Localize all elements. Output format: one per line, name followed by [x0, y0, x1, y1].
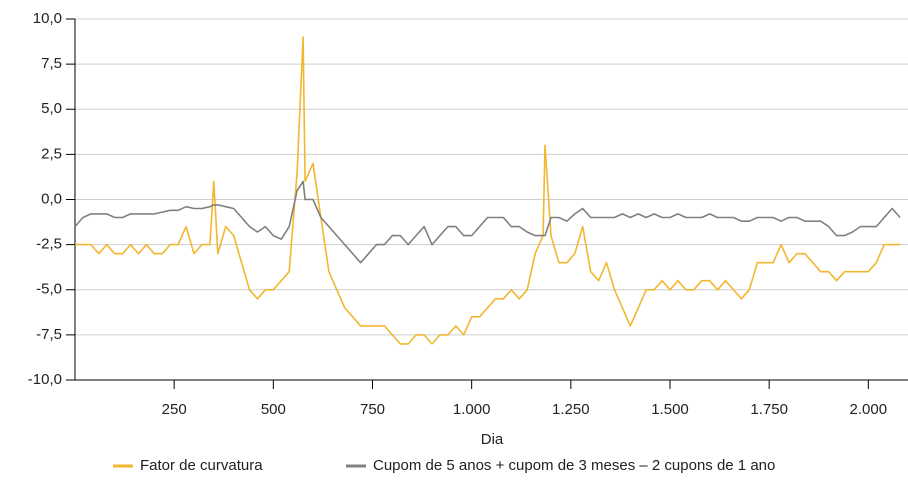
x-tick-label: 500	[261, 401, 286, 418]
series-line	[75, 36, 901, 345]
y-tick-label: 5,0	[41, 100, 62, 117]
y-tick-label: -2,5	[36, 236, 62, 253]
y-tick-label: -10,0	[28, 371, 62, 388]
x-tick-label: 1.500	[651, 401, 689, 418]
y-tick-label: 2,5	[41, 145, 62, 162]
y-tick-label: -5,0	[36, 281, 62, 298]
legend-label: Fator de curvatura	[140, 457, 263, 474]
y-tick-label: 10,0	[33, 10, 62, 27]
legend-label: Cupom de 5 anos + cupom de 3 meses – 2 c…	[373, 457, 775, 474]
series-line	[74, 180, 901, 264]
x-tick-label: 250	[162, 401, 187, 418]
y-tick-label: -7,5	[36, 326, 62, 343]
x-tick-label: 750	[360, 401, 385, 418]
x-axis-label: Dia	[481, 431, 504, 448]
x-tick-label: 2.000	[850, 401, 888, 418]
y-tick-label: 7,5	[41, 55, 62, 72]
x-tick-label: 1.000	[453, 401, 491, 418]
x-tick-label: 1.250	[552, 401, 590, 418]
y-tick-label: 0,0	[41, 190, 62, 207]
x-tick-label: 1.750	[750, 401, 788, 418]
